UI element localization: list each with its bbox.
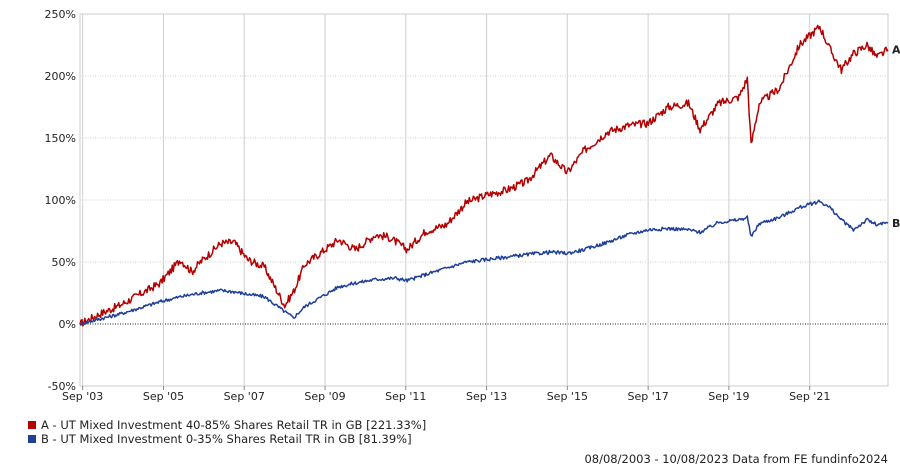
y-tick-label: 150% <box>45 132 76 145</box>
series-lines: AB <box>79 24 900 327</box>
x-tick-label: Sep '05 <box>143 390 184 403</box>
y-tick-label: -50% <box>48 380 76 393</box>
legend-swatch-b <box>28 435 36 443</box>
x-tick-label: Sep '19 <box>708 390 749 403</box>
chart-grid <box>79 13 889 387</box>
y-tick-label: 100% <box>45 194 76 207</box>
series-line-b <box>79 199 889 326</box>
y-tick-label: 0% <box>59 318 76 331</box>
legend-item-a[interactable]: A - UT Mixed Investment 40-85% Shares Re… <box>28 418 426 432</box>
x-tick-label: Sep '13 <box>466 390 507 403</box>
x-tick-label: Sep '17 <box>628 390 669 403</box>
legend: A - UT Mixed Investment 40-85% Shares Re… <box>28 418 426 446</box>
y-tick-label: 50% <box>52 256 76 269</box>
series-end-label-b: B <box>892 217 900 230</box>
y-tick-label: 200% <box>45 70 76 83</box>
legend-label-a: A - UT Mixed Investment 40-85% Shares Re… <box>41 418 427 432</box>
legend-item-b[interactable]: B - UT Mixed Investment 0-35% Shares Ret… <box>28 432 426 446</box>
legend-label-b: B - UT Mixed Investment 0-35% Shares Ret… <box>41 432 412 446</box>
x-tick-label: Sep '07 <box>224 390 265 403</box>
x-tick-label: Sep '15 <box>547 390 588 403</box>
x-tick-label: Sep '03 <box>62 390 103 403</box>
line-chart: 250% 200% 150% 100% 50% 0% -50% Sep '03 Sep '05… <box>45 8 900 403</box>
x-tick-label: Sep '09 <box>304 390 345 403</box>
legend-swatch-a <box>28 421 36 429</box>
y-axis: 250% 200% 150% 100% 50% 0% -50% <box>45 8 76 393</box>
x-tick-label: Sep '21 <box>789 390 830 403</box>
series-line-a <box>79 24 889 327</box>
x-tick-label: Sep '11 <box>385 390 426 403</box>
footer-source: 08/08/2003 - 10/08/2023 Data from FE fun… <box>584 452 888 466</box>
x-axis: Sep '03 Sep '05 Sep '07 Sep '09 Sep '11 Sep '… <box>62 386 830 403</box>
series-end-label-a: A <box>892 44 900 57</box>
y-tick-label: 250% <box>45 8 76 21</box>
plot-frame <box>79 13 889 387</box>
